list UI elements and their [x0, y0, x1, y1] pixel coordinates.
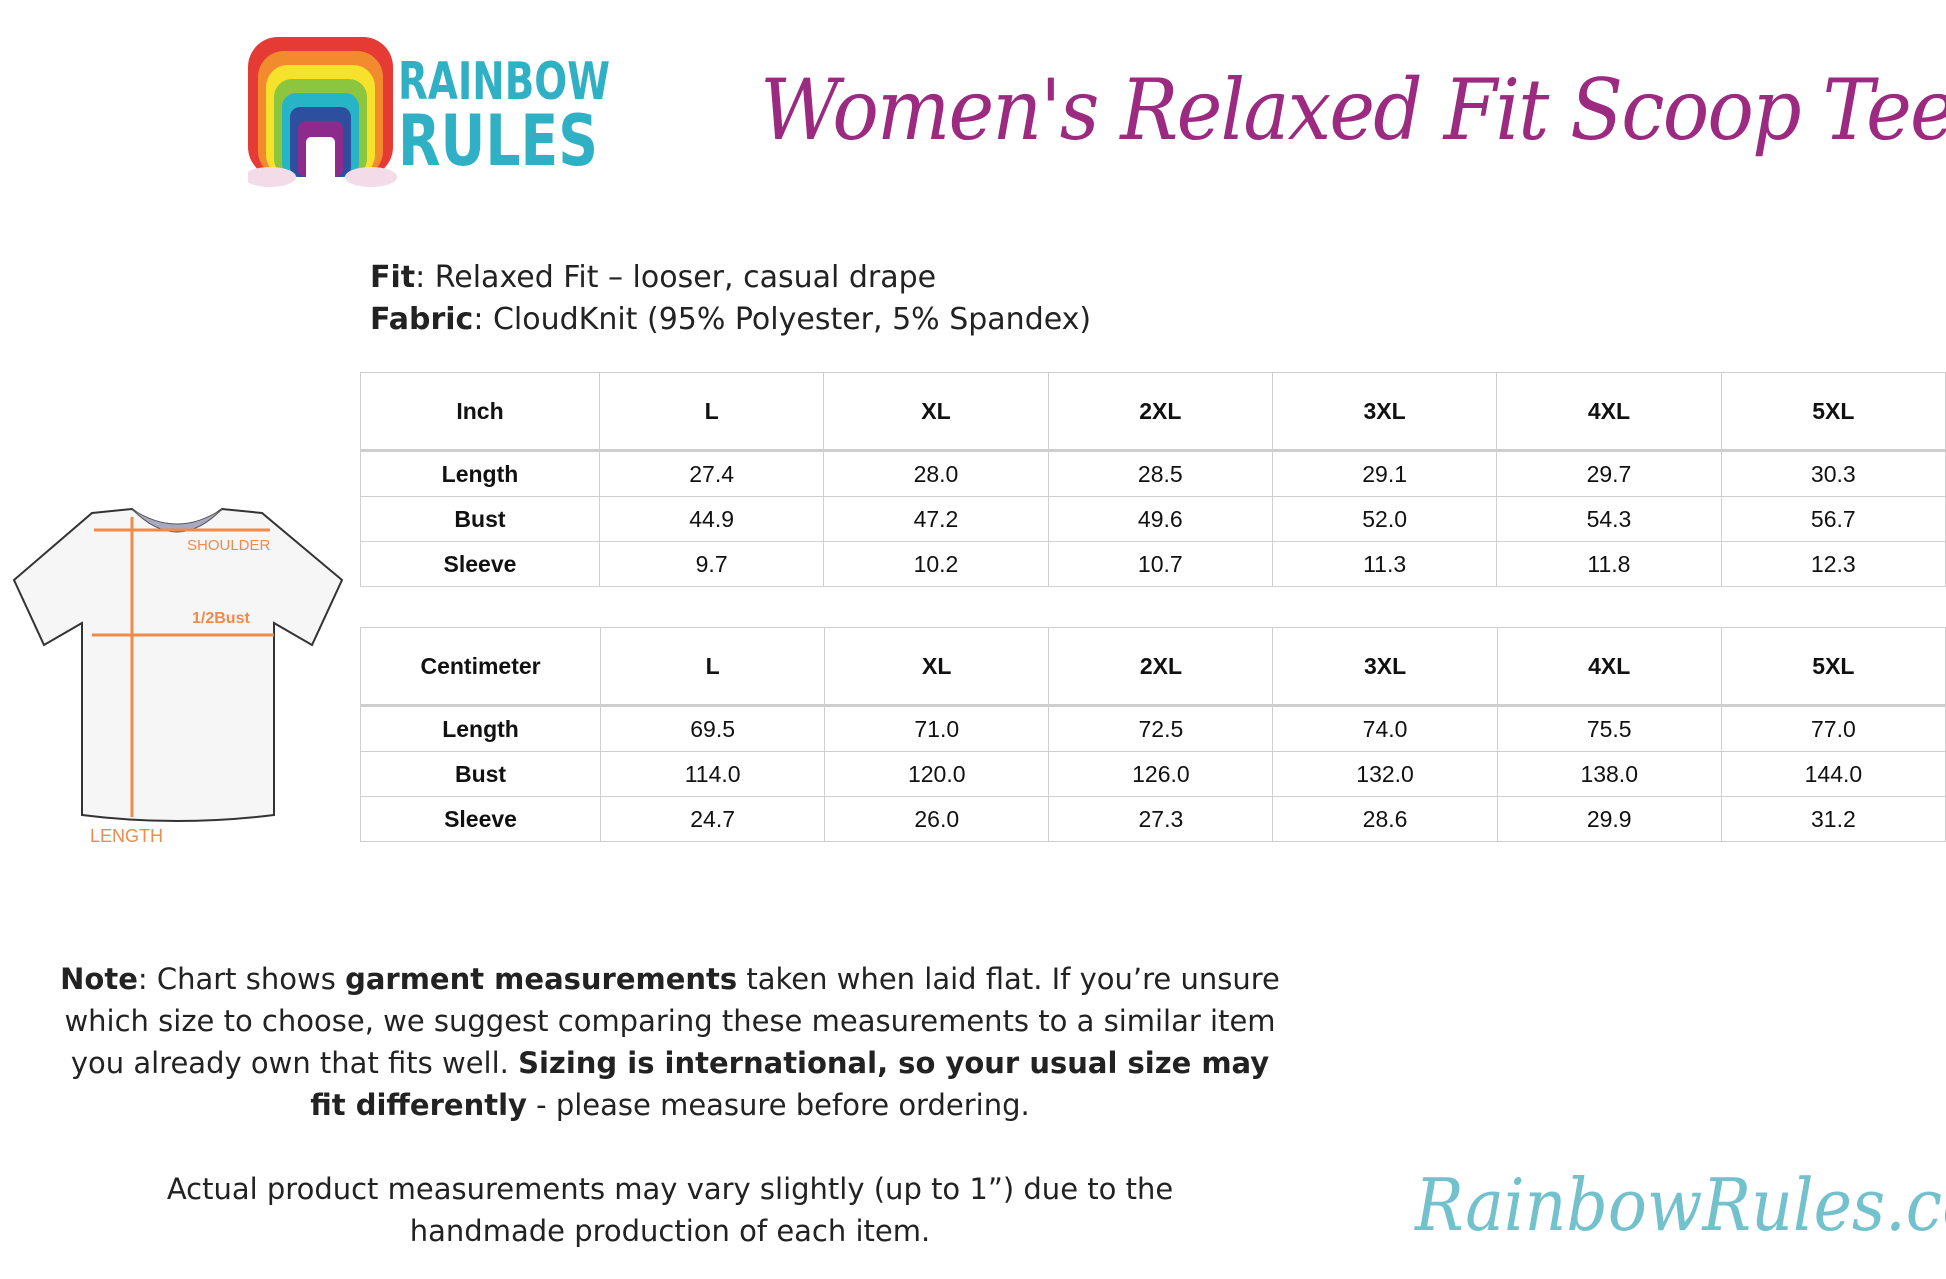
measurement-cell: 120.0 — [824, 751, 1050, 797]
size-header: XL — [824, 627, 1050, 707]
size-header: 5XL — [1720, 372, 1946, 452]
size-header: 2XL — [1047, 372, 1273, 452]
table-row: Sleeve 24.7 26.0 27.3 28.6 29.9 31.2 — [359, 796, 1946, 842]
measurement-cell: 24.7 — [600, 796, 826, 842]
inch-size-table: Inch L XL 2XL 3XL 4XL 5XL Length 27.4 28.0 28.5 29.… — [360, 372, 1946, 587]
measurement-cell: 74.0 — [1272, 705, 1498, 752]
half-bust-label: 1/2Bust — [192, 610, 250, 627]
measurement-cell: 10.7 — [1047, 541, 1273, 587]
measurement-cell: 71.0 — [824, 705, 1050, 752]
table-header-row: Centimeter L XL 2XL 3XL 4XL 5XL — [359, 627, 1946, 707]
fabric-spec: Fabric: CloudKnit (95% Polyester, 5% Spa… — [370, 302, 1092, 337]
size-header: XL — [823, 372, 1049, 452]
rainbow-rules-logo: RAINBOW RULES — [248, 37, 610, 187]
svg-text:RULES: RULES — [398, 100, 598, 182]
measurement-cell: 77.0 — [1720, 705, 1946, 752]
measurement-cell: 9.7 — [598, 541, 825, 587]
measurement-cell: 11.8 — [1496, 541, 1722, 587]
measurement-cell: 56.7 — [1720, 496, 1946, 542]
measurement-cell: 29.9 — [1496, 796, 1722, 842]
table-row: Length 27.4 28.0 28.5 29.1 29.7 30.3 — [360, 450, 1946, 497]
size-header: 4XL — [1496, 627, 1722, 707]
measurement-cell: 26.0 — [824, 796, 1050, 842]
table-row: Length 69.5 71.0 72.5 74.0 75.5 77.0 — [359, 705, 1946, 752]
row-label: Length — [359, 705, 602, 752]
measurement-note: Note: Chart shows garment measurements t… — [60, 962, 1280, 1122]
measurement-cell: 47.2 — [823, 496, 1049, 542]
size-header: 5XL — [1720, 627, 1946, 707]
measurement-cell: 114.0 — [600, 751, 826, 797]
measurement-cell: 44.9 — [598, 496, 825, 542]
measurement-cell: 31.2 — [1720, 796, 1946, 842]
measurement-cell: 29.1 — [1271, 450, 1498, 497]
measurement-cell: 126.0 — [1048, 751, 1274, 797]
measurement-cell: 54.3 — [1496, 496, 1722, 542]
size-header: 3XL — [1272, 627, 1498, 707]
table-row: Bust 114.0 120.0 126.0 132.0 138.0 144.0 — [359, 751, 1946, 797]
measurement-cell: 132.0 — [1272, 751, 1498, 797]
measurement-cell: 138.0 — [1496, 751, 1722, 797]
row-label: Bust — [359, 751, 602, 797]
measurement-cell: 69.5 — [600, 705, 826, 752]
measurement-cell: 27.3 — [1048, 796, 1274, 842]
shoulder-label: SHOULDER — [187, 537, 271, 554]
measurement-cell: 75.5 — [1496, 705, 1722, 752]
rainbow-arch-icon — [248, 37, 397, 187]
measurement-cell: 28.0 — [823, 450, 1049, 497]
size-header: 2XL — [1048, 627, 1274, 707]
measurement-cell: 10.2 — [823, 541, 1049, 587]
svg-text:RAINBOW: RAINBOW — [398, 52, 610, 112]
measurement-cell: 11.3 — [1271, 541, 1498, 587]
table-row: Sleeve 9.7 10.2 10.7 11.3 11.8 12.3 — [360, 541, 1946, 587]
measurement-cell: 72.5 — [1048, 705, 1274, 752]
measurement-cell: 12.3 — [1720, 541, 1946, 587]
unit-header: Centimeter — [359, 627, 602, 707]
unit-header: Inch — [360, 372, 600, 452]
measurement-cell: 28.6 — [1272, 796, 1498, 842]
row-label: Sleeve — [359, 796, 602, 842]
row-label: Sleeve — [360, 541, 600, 587]
size-header: 3XL — [1271, 372, 1498, 452]
measurement-cell: 28.5 — [1047, 450, 1273, 497]
size-header: 4XL — [1496, 372, 1722, 452]
fit-spec: Fit: Relaxed Fit – looser, casual drape — [370, 260, 937, 295]
measurement-cell: 27.4 — [598, 450, 825, 497]
centimeter-size-table: Centimeter L XL 2XL 3XL 4XL 5XL Length 69.5 71.0 7… — [359, 627, 1946, 842]
measurement-cell: 144.0 — [1720, 751, 1946, 797]
table-row: Bust 44.9 47.2 49.6 52.0 54.3 56.7 — [360, 496, 1946, 542]
measurement-cell: 30.3 — [1720, 450, 1946, 497]
measurement-cell: 52.0 — [1271, 496, 1498, 542]
size-header: L — [598, 372, 825, 452]
row-label: Bust — [360, 496, 600, 542]
website-link[interactable]: RainbowRules.com — [1415, 1163, 1946, 1247]
length-label: LENGTH — [90, 826, 163, 846]
table-header-row: Inch L XL 2XL 3XL 4XL 5XL — [360, 372, 1946, 452]
tshirt-diagram: SHOULDER 1/2Bust LENGTH — [12, 507, 344, 846]
size-header: L — [600, 627, 826, 707]
row-label: Length — [360, 450, 600, 497]
measurement-cell: 29.7 — [1496, 450, 1722, 497]
disclaimer: Actual product measurements may vary sli… — [166, 1172, 1174, 1248]
measurement-cell: 49.6 — [1047, 496, 1273, 542]
page-title: Women's Relaxed Fit Scoop Tee — [760, 61, 1946, 159]
